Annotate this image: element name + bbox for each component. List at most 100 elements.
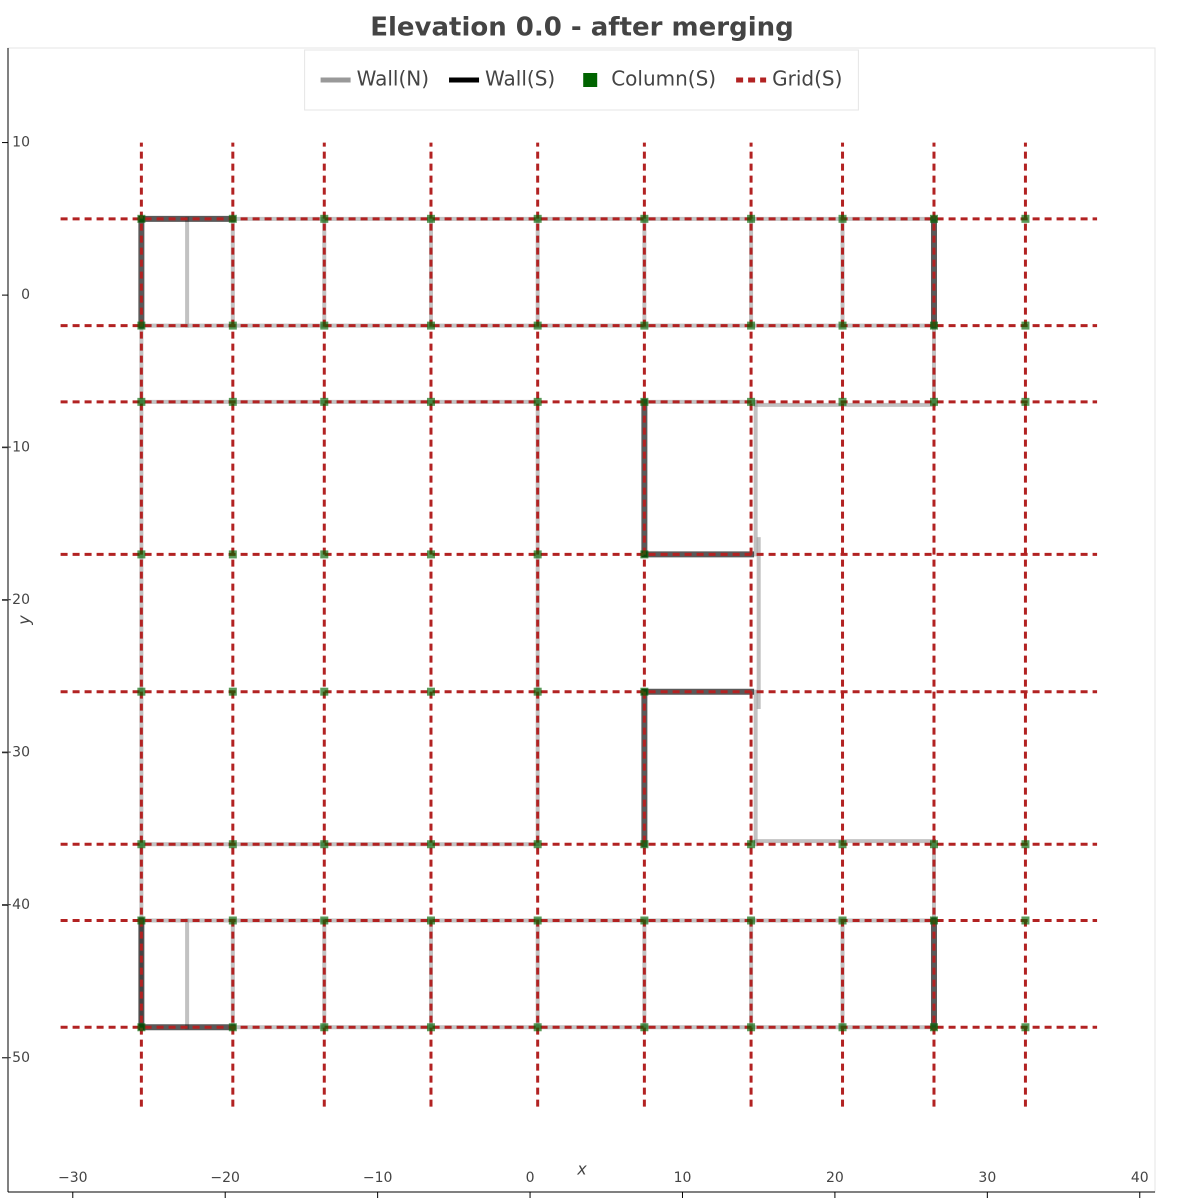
chart-title: Elevation 0.0 - after merging [370,13,794,43]
column [320,916,329,925]
column [320,214,329,223]
column [747,840,756,849]
column [747,397,756,406]
x-tick-label: 30 [978,1170,996,1186]
y-tick-label: −40 [0,897,30,913]
column [137,1023,146,1032]
column [228,214,237,223]
legend-label: Wall(S) [485,67,555,91]
column [838,321,847,330]
column [838,916,847,925]
column [640,397,649,406]
column [533,840,542,849]
column [1021,916,1030,925]
column [1021,1023,1030,1032]
x-tick-label: 0 [526,1170,535,1186]
column [533,1023,542,1032]
column [228,1023,237,1032]
column [640,550,649,559]
column [320,550,329,559]
column [747,214,756,223]
legend: Wall(N) Wall(S) Column(S) Grid(S) [304,49,859,111]
column [929,397,938,406]
x-tick-label: 10 [674,1170,692,1186]
y-tick-label: −10 [0,440,30,456]
legend-swatch [583,73,598,87]
column [426,397,435,406]
column [929,1023,938,1032]
x-tick-label: −10 [363,1170,393,1186]
column [228,550,237,559]
column [228,840,237,849]
column [228,916,237,925]
column [533,550,542,559]
plot-area [60,142,1098,1107]
column [320,1023,329,1032]
column [320,321,329,330]
column [747,916,756,925]
legend-item: Grid(S) [736,67,842,91]
column [1021,397,1030,406]
column [533,397,542,406]
column [137,916,146,925]
legend-item: Wall(S) [449,67,555,91]
y-tick-label: 0 [21,287,30,303]
column [640,840,649,849]
column [533,321,542,330]
column [929,321,938,330]
column [228,397,237,406]
column [228,687,237,696]
column [929,916,938,925]
column [1021,321,1030,330]
column [533,916,542,925]
column [640,214,649,223]
y-tick-label: −30 [0,745,30,761]
column [533,214,542,223]
column [838,1023,847,1032]
column [747,1023,756,1032]
column [426,321,435,330]
column [640,687,649,696]
column [137,687,146,696]
x-tick-label: 20 [826,1170,844,1186]
column [838,397,847,406]
column [320,687,329,696]
column [426,550,435,559]
y-tick-label: −50 [0,1050,30,1066]
column [640,1023,649,1032]
column [320,840,329,849]
column [640,916,649,925]
column [640,321,649,330]
column [1021,214,1030,223]
x-tick-label: 40 [1131,1170,1149,1186]
column [426,840,435,849]
y-axis-label: y [15,615,34,626]
column [838,840,847,849]
column [228,321,237,330]
column [838,214,847,223]
column [929,840,938,849]
column [747,321,756,330]
column [426,1023,435,1032]
legend-item: Wall(N) [320,67,429,91]
column [426,214,435,223]
legend-label: Wall(N) [357,67,429,91]
column [137,321,146,330]
y-tick-label: −20 [0,592,30,608]
y-tick-label: 10 [12,135,30,151]
legend-label: Grid(S) [772,67,842,91]
legend-label: Column(S) [611,67,716,91]
column [320,397,329,406]
column [533,687,542,696]
column [137,840,146,849]
legend-item: Column(S) [583,67,716,91]
column [137,214,146,223]
x-tick-label: −20 [210,1170,240,1186]
column [1021,840,1030,849]
column [426,687,435,696]
column [137,550,146,559]
column [426,916,435,925]
x-tick-label: −30 [58,1170,88,1186]
x-axis-label: x [576,1160,587,1179]
